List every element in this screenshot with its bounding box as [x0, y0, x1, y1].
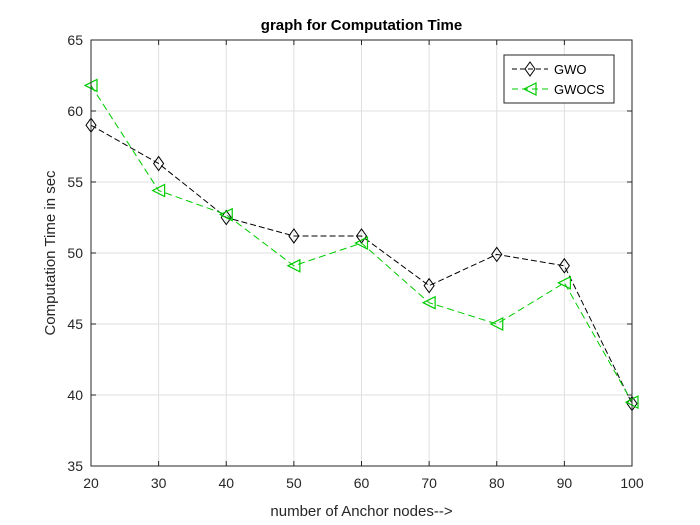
- data-point-gwocs: [557, 275, 571, 290]
- data-point-gwo: [558, 257, 570, 274]
- y-tick-label: 65: [67, 32, 83, 48]
- legend-label: GWO: [554, 62, 587, 77]
- data-point-gwo: [491, 246, 503, 263]
- y-tick-label: 60: [67, 103, 83, 119]
- x-tick-label: 70: [421, 475, 437, 491]
- series-line-gwocs: [90, 85, 633, 403]
- y-tick-label: 45: [67, 316, 83, 332]
- y-tick-label: 55: [67, 174, 83, 190]
- x-tick-label: 50: [286, 475, 302, 491]
- legend-box: [503, 54, 615, 104]
- ticks: 20 30 40 50 60 70 80 90 100 35 40 45 50 55 60 65: [67, 32, 643, 491]
- data-point-gwocs: [489, 317, 504, 331]
- x-tick-label: 30: [151, 475, 167, 491]
- data-point-gwocs: [354, 236, 369, 251]
- series-line-gwo: [90, 124, 633, 404]
- data-point-gwo: [153, 155, 165, 172]
- y-tick-label: 40: [67, 387, 83, 403]
- x-axis-label: number of Anchor nodes-->: [270, 503, 452, 520]
- x-tick-label: 20: [83, 475, 99, 491]
- legend-marker: [522, 82, 537, 96]
- legend-entry-gwocs: GWOCS: [512, 82, 605, 97]
- legend-entry-gwo: GWO: [512, 61, 587, 77]
- data-point-gwo: [288, 228, 300, 244]
- data-point-gwo: [423, 277, 435, 294]
- y-axis-label: Computation Time in sec: [42, 170, 59, 336]
- legend: GWO GWOCS: [503, 54, 615, 104]
- chart-title: graph for Computation Time: [261, 17, 462, 34]
- grid: [91, 40, 632, 466]
- data-point-gwo: [220, 209, 232, 226]
- x-tick-label: 40: [218, 475, 234, 491]
- data-point-gwocs: [286, 258, 301, 273]
- data-point-gwocs: [218, 207, 233, 222]
- y-tick-label: 35: [67, 458, 83, 474]
- legend-label: GWOCS: [554, 82, 605, 97]
- x-tick-label: 60: [354, 475, 370, 491]
- legend-marker: [524, 61, 536, 77]
- x-tick-label: 100: [620, 475, 644, 491]
- y-tick-label: 50: [67, 245, 83, 261]
- data-point-gwocs: [421, 295, 436, 310]
- x-tick-label: 90: [557, 475, 573, 491]
- x-tick-label: 80: [489, 475, 505, 491]
- data-point-gwocs: [151, 183, 166, 198]
